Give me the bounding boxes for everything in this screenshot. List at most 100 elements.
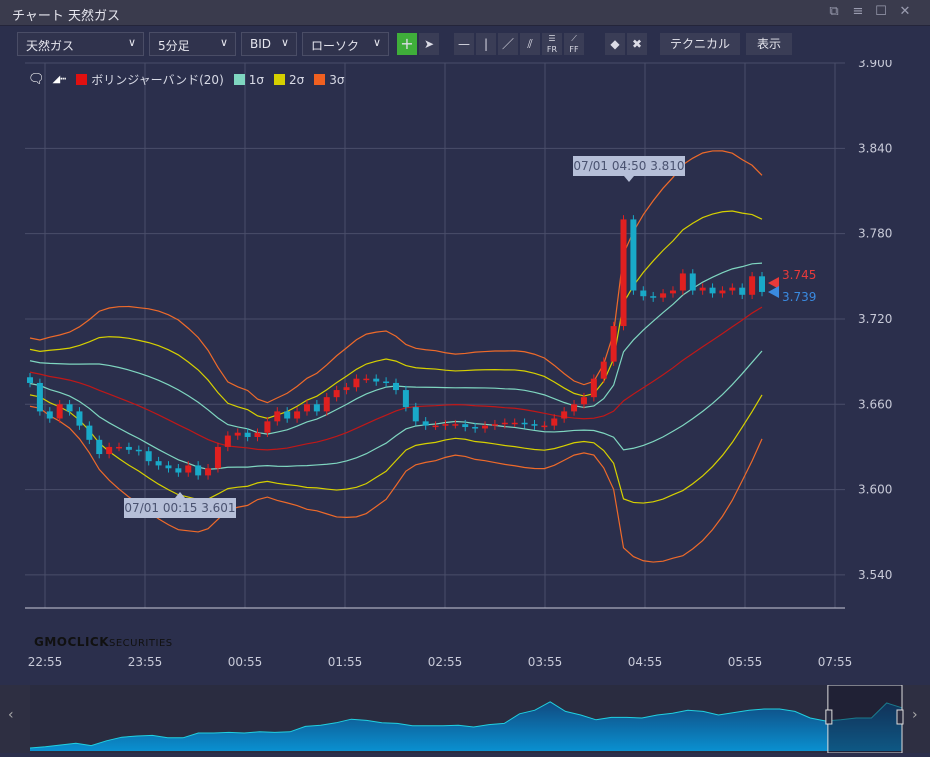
candle — [214, 442, 221, 473]
horizontal-line-icon[interactable]: — — [454, 33, 475, 55]
legend-swatch-1s — [233, 74, 245, 85]
toolbar: 天然ガス ∨ 5分足 ∨ BID ∨ ローソク ∨ + ➤ — | ／ ⫽ ☰ FR ⟋ F… — [0, 27, 930, 60]
y-tick-label: 3.660 — [858, 397, 892, 411]
erase-all-icon[interactable]: ✖ — [627, 33, 648, 55]
candle — [462, 419, 469, 432]
candle — [590, 374, 597, 402]
chart-type-select[interactable]: ローソク ∨ — [302, 32, 389, 56]
candle-body — [343, 387, 350, 391]
fibonacci-retracement-icon[interactable]: ☰ FR — [542, 33, 563, 55]
candle-body — [56, 404, 63, 419]
candle — [541, 421, 548, 430]
y-tick-label: 3.900 — [858, 60, 892, 70]
candle — [669, 286, 676, 298]
candle — [66, 400, 73, 416]
navigator-area[interactable] — [0, 684, 930, 754]
candle — [630, 215, 637, 295]
maximize-icon[interactable]: ☐ — [875, 4, 887, 19]
technical-button[interactable]: テクニカル — [660, 33, 740, 55]
candle — [412, 402, 419, 426]
collapse-legend-icon[interactable]: ◢┅ — [52, 74, 67, 85]
candle — [442, 419, 449, 430]
tooltip-pointer — [175, 492, 185, 498]
legend-label-1s: 1σ — [248, 72, 264, 87]
scroll-left-icon[interactable]: ‹ — [8, 707, 14, 723]
last-bid-label: 3.745 — [782, 268, 816, 282]
navigator-handle[interactable] — [825, 709, 833, 725]
candle — [313, 400, 320, 416]
parallel-lines-icon[interactable]: ⫽ — [520, 33, 541, 55]
candle-body — [432, 425, 439, 428]
price-chart[interactable]: 3.900 3.840 3.780 3.720 3.660 3.600 3.540 22:55… — [0, 60, 930, 683]
candle-body — [175, 468, 182, 473]
y-tick-label: 3.540 — [858, 568, 892, 582]
trend-line-icon[interactable]: ／ — [498, 33, 519, 55]
eraser-icon[interactable]: ◆ — [605, 33, 626, 55]
candle-body — [27, 377, 33, 383]
candle — [571, 400, 578, 416]
window-title: チャート 天然ガス — [12, 9, 121, 24]
candle-body — [482, 425, 489, 429]
candle-body — [640, 290, 647, 297]
candle — [699, 283, 706, 295]
minimize-icon[interactable]: ≡ — [852, 4, 864, 19]
candle — [402, 385, 409, 412]
candle — [472, 422, 479, 433]
crosshair-icon[interactable]: + — [397, 33, 418, 55]
x-tick-label: 05:55 — [728, 655, 763, 669]
timeframe-value: 5分足 — [158, 39, 190, 53]
navigator-window — [827, 684, 903, 754]
comment-icon[interactable]: 🗨 — [28, 72, 45, 87]
navigator-handle[interactable] — [896, 709, 904, 725]
popout-icon[interactable]: ⧉ — [829, 4, 839, 19]
candle-body — [402, 390, 409, 408]
candle-body — [422, 421, 429, 426]
candle — [284, 407, 291, 423]
candle — [244, 428, 251, 442]
candle-body — [323, 397, 330, 412]
bb-line-mid — [29, 306, 763, 451]
candle-body — [561, 411, 568, 419]
candle-body — [363, 378, 370, 381]
navigator[interactable]: ‹ › — [0, 684, 930, 754]
candle — [353, 374, 360, 392]
vertical-line-icon[interactable]: | — [476, 33, 497, 55]
candle — [165, 461, 172, 473]
scroll-right-icon[interactable]: › — [912, 707, 918, 723]
pointer-icon[interactable]: ➤ — [419, 33, 440, 55]
tooltip-text: 07/01 04:50 3.810 — [573, 159, 684, 173]
high-annotation: 07/01 04:50 3.810 — [573, 156, 685, 182]
candle-body — [46, 411, 53, 419]
candle — [383, 377, 390, 388]
candle — [432, 421, 439, 430]
candle-body — [195, 465, 202, 476]
tooltip-box — [573, 156, 685, 176]
gmoclick-logo: GMOCLICKSECURITIES — [34, 635, 173, 649]
symbol-select[interactable]: 天然ガス ∨ — [17, 32, 144, 56]
display-button[interactable]: 表示 — [746, 33, 792, 55]
legend-label-2s: 2σ — [289, 72, 305, 87]
candle — [660, 289, 667, 302]
candle — [610, 321, 617, 366]
candle — [491, 419, 498, 430]
legend: 🗨 ◢┅ ボリンジャーバンド(20) 1σ 2σ 3σ — [28, 71, 345, 88]
legend-swatch-3s — [314, 74, 326, 85]
x-tick-label: 02:55 — [428, 655, 463, 669]
candle-body — [76, 411, 83, 426]
candle — [482, 421, 489, 433]
candle-body — [462, 424, 469, 428]
candle — [729, 283, 736, 295]
fibonacci-fan-icon[interactable]: ⟋ FF — [564, 33, 585, 55]
price-type-select[interactable]: BID ∨ — [241, 32, 297, 56]
timeframe-select[interactable]: 5分足 ∨ — [149, 32, 236, 56]
candle-body — [660, 293, 667, 298]
candle-body — [135, 449, 142, 452]
candle-body — [580, 397, 587, 405]
candle-body — [313, 404, 320, 412]
candle-body — [284, 411, 291, 419]
candle-body — [333, 390, 340, 398]
x-tick-label: 03:55 — [528, 655, 563, 669]
candle-body — [521, 422, 528, 425]
close-icon[interactable]: ✕ — [899, 4, 911, 19]
candle — [106, 442, 113, 459]
